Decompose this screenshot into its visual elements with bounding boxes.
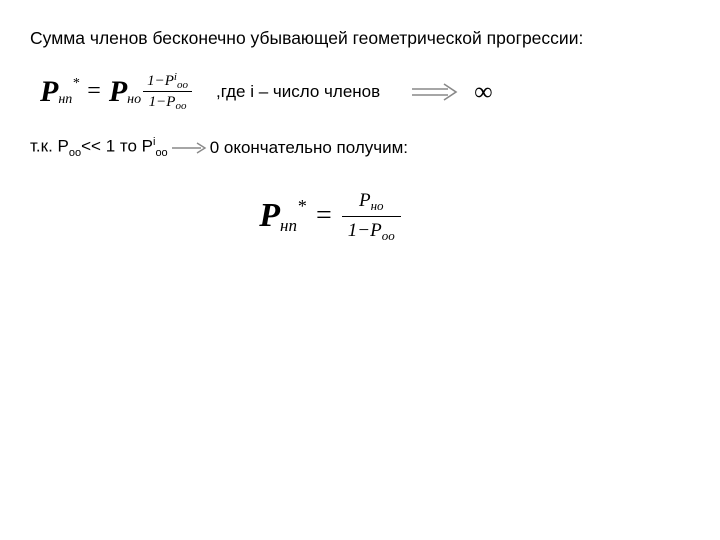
infinity-symbol: ∞ [474,77,493,107]
f2-num-p: P [359,190,371,211]
l2-sub2: оо [155,147,167,159]
f2-den-prefix: 1− [348,220,370,241]
equals-1: = [87,78,101,105]
frac2-den: 1−Pоо [342,217,401,246]
equals-2: = [316,200,332,232]
f2-lhs-p: P [259,197,280,235]
num-sub: оо [177,79,188,91]
implies-arrow-icon [410,82,458,102]
fraction-1: 1−Piоо 1−Pоо [143,71,192,112]
l2-tail: 0 окончательно получим: [210,138,408,158]
lhs-sup: * [72,76,79,92]
den-sub: оо [175,100,186,112]
lhs-sub: нп [58,92,72,108]
l2-lt: << 1 то P [81,137,153,156]
lhs-p: P [40,75,58,109]
line-2: т.к. Pоо<< 1 то Piоо 0 окончательно полу… [30,136,690,159]
formula-row-1: Pнп* = Pно 1−Piоо 1−Pоо ,где i – число ч… [40,71,690,112]
f2-lhs-sup: * [297,196,306,217]
fraction-2: Pно 1−Pоо [342,187,401,245]
heading-text: Сумма членов бесконечно убывающей геомет… [30,28,690,49]
f2-den-p: P [370,220,382,241]
frac1-den: 1−Pоо [145,92,191,112]
den-prefix: 1− [149,94,167,110]
f2-den-sub: оо [382,228,395,243]
frac1-num: 1−Piоо [143,71,192,91]
formula-1: Pнп* = Pно 1−Piоо 1−Pоо [40,71,194,112]
formula-2: Pнп* = Pно 1−Pоо [259,187,400,245]
f2-lhs-sub: нп [280,216,297,236]
mid-text: ,где i – число членов [216,82,380,102]
l2-prefix: т.к. Pоо<< 1 то Piоо [30,136,168,159]
f2-num-sub: но [371,198,384,213]
rhs-sub: но [127,92,141,108]
rhs-p: P [109,75,127,109]
arrow-icon [171,141,207,155]
num-prefix: 1− [147,73,165,89]
num-p: P [165,73,174,89]
frac2-num: Pно [353,187,390,216]
formula-row-2: Pнп* = Pно 1−Pоо [0,187,690,245]
l2-sub1: оо [69,147,81,159]
